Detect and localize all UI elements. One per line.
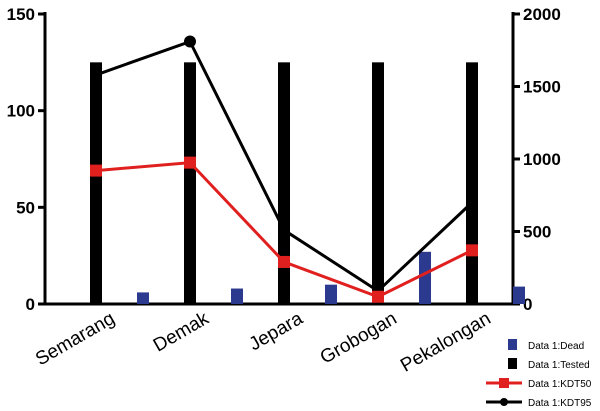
bar-dead [137, 292, 149, 304]
point-kdt50 [184, 156, 196, 169]
bar-tested [466, 62, 478, 305]
x-tick-label: Demak [150, 308, 213, 357]
bar-tested [184, 62, 196, 305]
x-tick-label: Jepara [246, 308, 307, 355]
y-tick-label-left: 150 [7, 5, 35, 24]
legend-label: Data 1:Tested [528, 360, 590, 371]
point-kdt50 [278, 255, 290, 268]
line-data-1-kdt95 [95, 39, 474, 293]
y-tick-label-left: 100 [7, 102, 35, 121]
bars [90, 62, 525, 305]
legend-swatch-marker [500, 398, 508, 406]
bar-tested [90, 62, 102, 305]
bar-dead [419, 251, 431, 304]
x-tick-label: Semarang [32, 308, 118, 370]
y-tick-label-right: 500 [523, 223, 551, 242]
legend-label: Data 1:KDT95 [528, 398, 592, 409]
point-kdt50 [372, 290, 384, 303]
bar-dead [513, 286, 525, 304]
legend-label: Data 1:Dead [528, 341, 584, 352]
legend-label: Data 1:KDT50 [528, 379, 592, 390]
y-tick-label-right: 1500 [523, 78, 561, 97]
legend-swatch-marker [499, 378, 509, 388]
y-tick-label-left: 0 [26, 295, 35, 314]
bar-tested [278, 62, 290, 305]
x-tick-label: Pekalongan [397, 308, 494, 376]
point-kdt95 [184, 35, 196, 48]
y-tick-label-right: 1000 [523, 150, 561, 169]
y-tick-label-right: 0 [523, 295, 532, 314]
legend: Data 1:Dead Data 1:Tested Data 1:KDT50 Data… [486, 339, 592, 409]
point-kdt50 [466, 244, 478, 257]
bar-tested [372, 62, 384, 305]
y-tick-label-right: 2000 [523, 5, 561, 24]
series-lines [90, 35, 478, 303]
bar-dead [325, 284, 337, 304]
legend-swatch [508, 358, 517, 369]
legend-swatch [508, 339, 517, 350]
bar-dead [231, 288, 243, 304]
y-tick-label-left: 50 [16, 198, 35, 217]
point-kdt50 [90, 164, 102, 177]
x-tick-label: Grobogan [317, 308, 401, 368]
